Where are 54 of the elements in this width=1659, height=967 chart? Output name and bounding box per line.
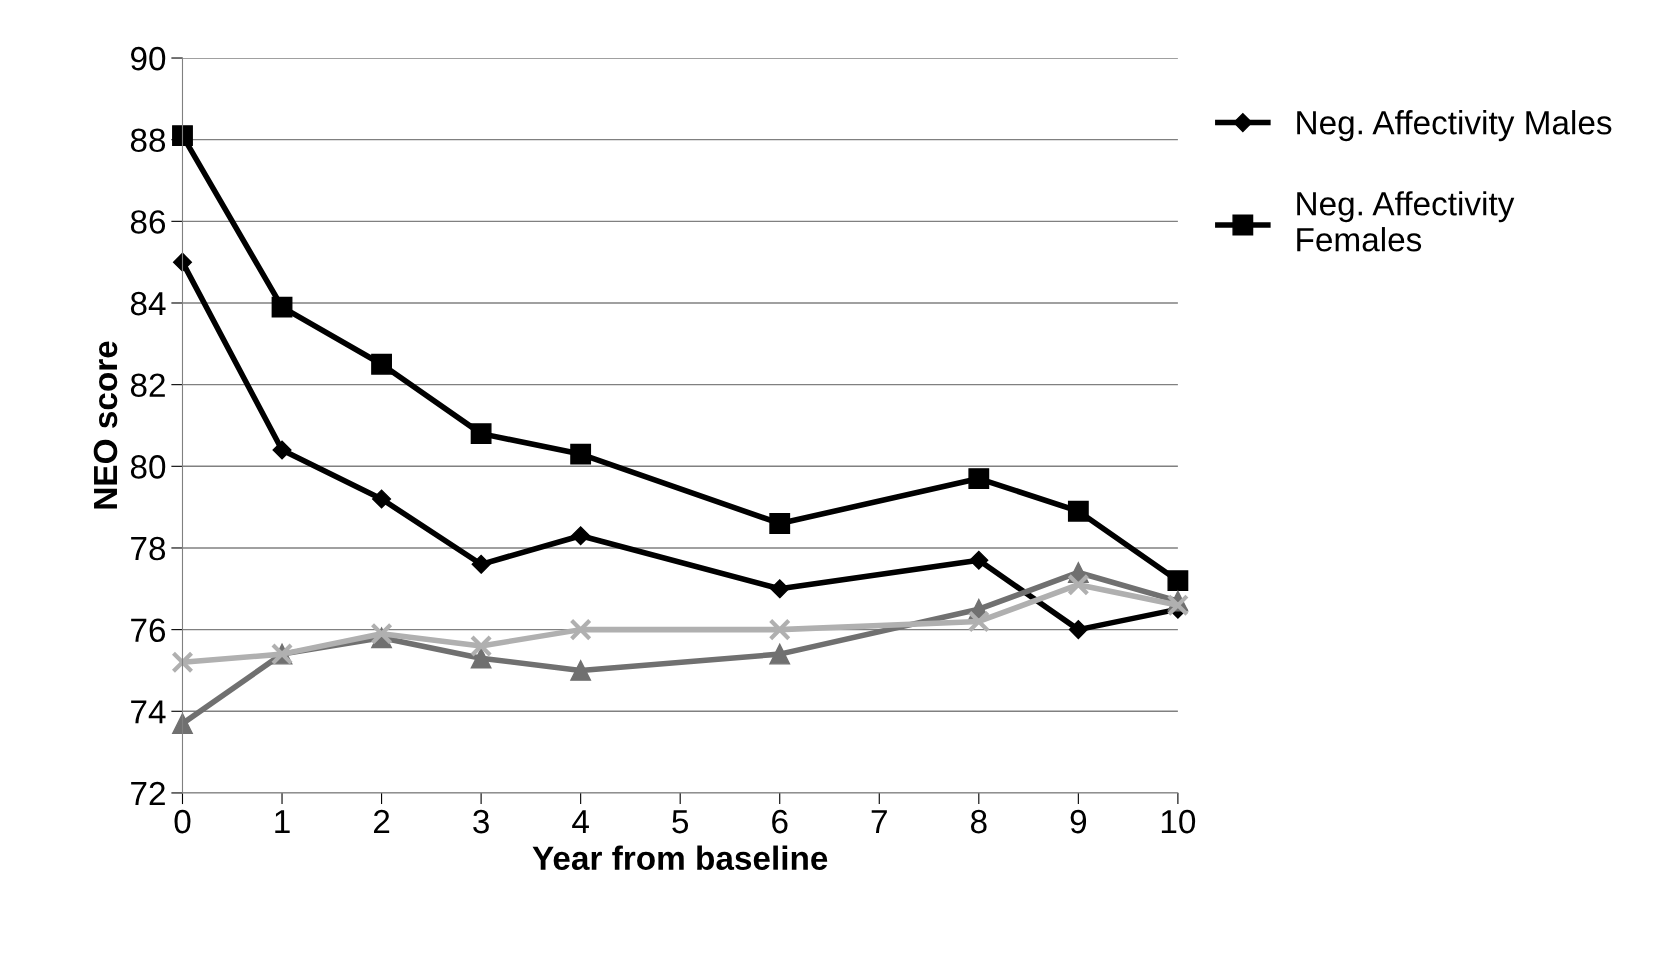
point	[569, 618, 592, 641]
x-tick-label: 0	[174, 809, 191, 834]
x-axis-title: Year from baseline	[532, 845, 828, 871]
point	[1068, 620, 1088, 640]
x-tick-label: 5	[672, 810, 689, 834]
y-tick-label: 72	[131, 781, 165, 806]
point	[769, 643, 791, 665]
y-tick-label: 74	[131, 700, 166, 724]
y-tick-label: 82	[130, 373, 165, 398]
point	[172, 252, 193, 272]
point	[372, 489, 392, 509]
y-tick-label: 90	[131, 46, 166, 71]
legend-label: Neg. Affectivity Males	[1297, 110, 1612, 142]
point	[470, 423, 492, 445]
y-tick-label: 84	[130, 291, 166, 316]
point	[1167, 570, 1189, 592]
point	[969, 550, 989, 570]
point	[371, 353, 392, 375]
point	[1166, 594, 1190, 617]
y-tick-label: 86	[130, 210, 166, 234]
point	[471, 554, 491, 574]
point	[571, 526, 591, 546]
x-tick-label: 9	[1070, 809, 1087, 834]
x-tick-label: 1	[275, 810, 290, 834]
point	[271, 296, 293, 318]
point	[968, 468, 990, 489]
point	[570, 443, 592, 465]
point	[172, 125, 193, 147]
point	[768, 618, 791, 641]
point	[171, 651, 194, 674]
point	[272, 440, 292, 460]
y-tick-label: 80	[130, 455, 166, 479]
point	[370, 622, 393, 645]
point	[769, 513, 791, 534]
x-tick-label: 10	[1161, 809, 1196, 834]
point	[469, 634, 493, 658]
legend-label: Neg. Affectivity Females	[1297, 191, 1515, 252]
point	[1067, 500, 1089, 522]
point	[172, 713, 193, 734]
point	[967, 610, 990, 633]
point	[570, 660, 592, 681]
y-tick-label: 88	[130, 128, 166, 153]
y-axis-title: NEO score	[93, 341, 118, 509]
y-tick-label: 78	[131, 536, 166, 561]
x-tick-label: 2	[373, 809, 390, 834]
point	[470, 647, 492, 669]
x-tick-label: 6	[772, 809, 788, 834]
point	[770, 579, 790, 599]
x-tick-label: 3	[473, 809, 489, 834]
point	[1067, 573, 1090, 596]
x-tick-label: 7	[871, 810, 887, 834]
x-tick-label: 4	[572, 810, 589, 834]
y-tick-label: 76	[131, 618, 166, 643]
x-tick-label: 8	[970, 809, 987, 834]
